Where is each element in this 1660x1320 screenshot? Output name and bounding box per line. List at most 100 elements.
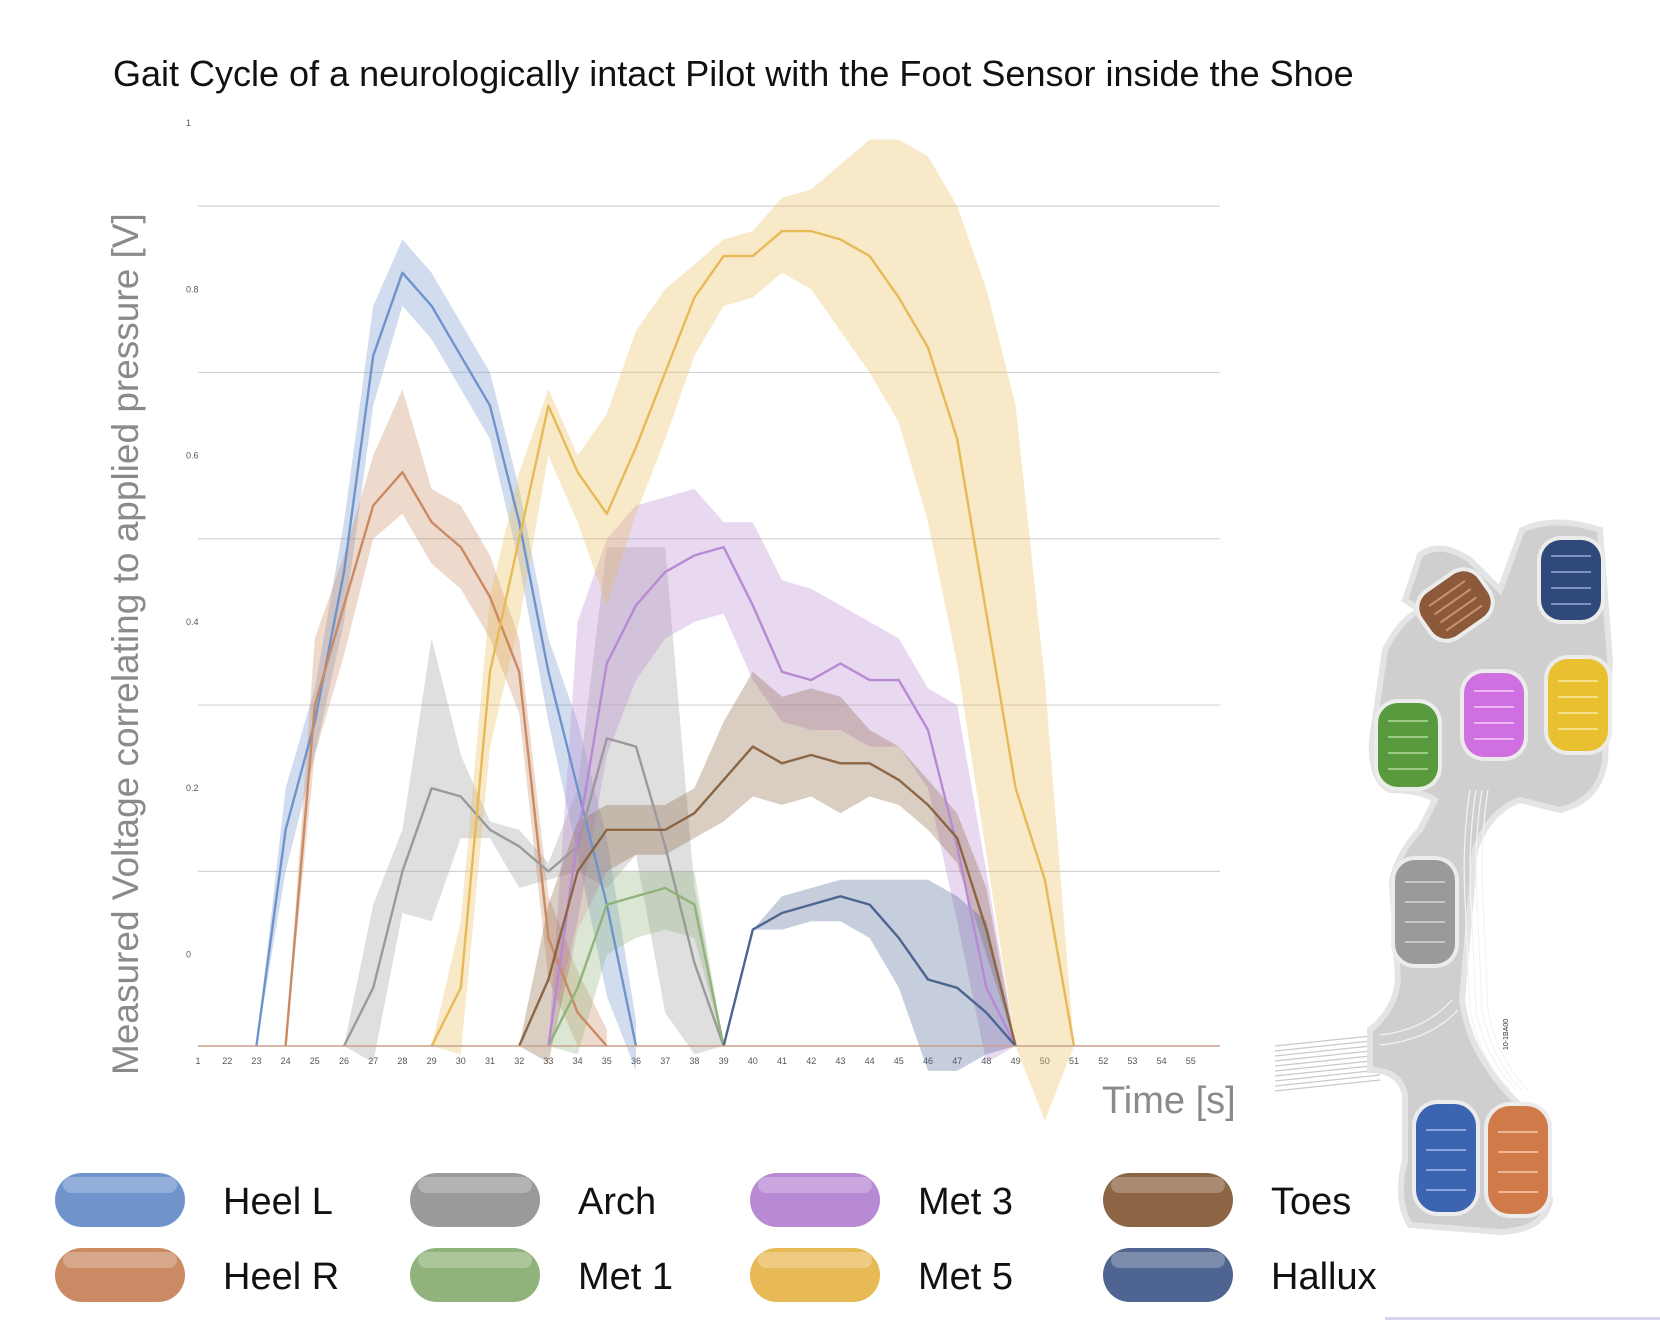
y-tick-label: 0.6 <box>186 451 199 461</box>
x-tick-label: 1 <box>195 1056 200 1066</box>
sensor-pad-met3 <box>1460 669 1528 761</box>
x-tick-label: 47 <box>952 1056 962 1066</box>
legend-swatch <box>55 1173 185 1227</box>
legend-label: Met 1 <box>578 1256 673 1298</box>
y-axis-label: Measured Voltage correlating to applied … <box>105 213 146 1075</box>
x-tick-label: 32 <box>514 1056 524 1066</box>
sensor-pad-toes <box>1415 567 1495 643</box>
x-tick-label: 25 <box>310 1056 320 1066</box>
series-toes <box>518 745 1017 1047</box>
band-met-1 <box>548 871 724 1055</box>
legend-swatch <box>1103 1173 1233 1227</box>
band-heel-l <box>256 239 636 1071</box>
x-tick-label: 24 <box>281 1056 291 1066</box>
x-tick-label: 55 <box>1186 1056 1196 1066</box>
legend-item-heel-l: Heel L <box>55 1173 333 1227</box>
x-tick-label: 45 <box>894 1056 904 1066</box>
y-tick-label: 1 <box>186 118 191 128</box>
y-tick-label: 0.4 <box>186 617 199 627</box>
legend-label: Arch <box>578 1181 656 1223</box>
legend-label: Heel R <box>223 1256 339 1298</box>
legend-item-arch: Arch <box>410 1173 656 1227</box>
insole-cable <box>1274 1034 1381 1092</box>
insole-board-label: 10-1BA00 <box>1503 1019 1510 1050</box>
y-tick-labels: 1 0.8 0.6 0.4 0.2 0 <box>186 118 199 960</box>
series-heel-r <box>284 471 608 1047</box>
series-met-1 <box>547 886 725 1047</box>
series-hallux <box>722 895 1017 1047</box>
x-tick-label: 29 <box>427 1056 437 1066</box>
x-tick-label: 30 <box>456 1056 466 1066</box>
confidence-bands <box>256 139 1075 1121</box>
legend-swatch-highlight <box>758 1252 872 1268</box>
legend-item-heel-r: Heel R <box>55 1248 339 1302</box>
sensor-pad-heel-l <box>1412 1100 1480 1216</box>
legend-item-hallux: Hallux <box>1103 1248 1377 1302</box>
band-arch <box>344 547 724 1063</box>
insole-traces <box>1379 789 1529 1091</box>
y-tick-label: 0 <box>186 950 191 960</box>
x-tick-label: 38 <box>689 1056 699 1066</box>
y-tick-label: 0.2 <box>186 783 199 793</box>
legend: Heel L Heel R Arch Met 1 Met 3 Met 5 Toes Hallu… <box>55 1173 1377 1302</box>
x-tick-labels: 1 22 23 24 25 26 27 28 29 30 31 32 33 34 35 36 37 38 39 40 4… <box>195 1056 1195 1066</box>
x-tick-label: 50 <box>1040 1056 1050 1066</box>
band-met-3 <box>548 488 1016 1063</box>
legend-swatch-highlight <box>63 1177 177 1193</box>
band-heel-r <box>285 389 607 1047</box>
legend-swatch <box>1103 1248 1233 1302</box>
x-tick-label: 46 <box>923 1056 933 1066</box>
band-met-5 <box>431 139 1075 1121</box>
chart-title: Gait Cycle of a neurologically intact Pi… <box>113 53 1354 94</box>
legend-item-met-5: Met 5 <box>750 1248 1013 1302</box>
bottom-right-divider <box>1385 1317 1660 1320</box>
x-tick-label: 43 <box>835 1056 845 1066</box>
x-tick-label: 52 <box>1098 1056 1108 1066</box>
legend-swatch-highlight <box>418 1252 532 1268</box>
grid-lines <box>198 205 1220 872</box>
x-tick-label: 53 <box>1127 1056 1137 1066</box>
x-tick-label: 37 <box>660 1056 670 1066</box>
x-tick-label: 27 <box>368 1056 378 1066</box>
legend-label: Hallux <box>1271 1256 1377 1298</box>
legend-swatch-highlight <box>418 1177 532 1193</box>
x-axis-label: Time [s] <box>1102 1080 1236 1122</box>
x-tick-label: 33 <box>543 1056 553 1066</box>
x-tick-label: 48 <box>981 1056 991 1066</box>
x-tick-label: 49 <box>1011 1056 1021 1066</box>
legend-swatch <box>750 1248 880 1302</box>
legend-item-met-1: Met 1 <box>410 1248 673 1302</box>
series-lines <box>198 229 1220 1047</box>
legend-label: Toes <box>1271 1181 1351 1223</box>
legend-swatch-highlight <box>1111 1177 1225 1193</box>
legend-swatch-highlight <box>758 1177 872 1193</box>
x-tick-label: 36 <box>631 1056 641 1066</box>
x-tick-label: 23 <box>251 1056 261 1066</box>
x-tick-label: 51 <box>1069 1056 1079 1066</box>
legend-swatch-highlight <box>63 1252 177 1268</box>
sensor-pad-heel-r <box>1484 1102 1552 1218</box>
x-tick-label: 34 <box>573 1056 583 1066</box>
series-met-5 <box>430 229 1076 1047</box>
legend-item-toes: Toes <box>1103 1173 1351 1227</box>
legend-swatch <box>55 1248 185 1302</box>
x-tick-label: 54 <box>1157 1056 1167 1066</box>
x-tick-label: 28 <box>397 1056 407 1066</box>
sensor-pad-hallux <box>1537 536 1605 624</box>
legend-swatch <box>410 1173 540 1227</box>
sensor-pad-met1 <box>1374 699 1442 791</box>
series-heel-l <box>255 271 638 1047</box>
x-tick-label: 26 <box>339 1056 349 1066</box>
band-toes <box>519 671 1016 1063</box>
series-met-3 <box>547 545 1017 1047</box>
y-tick-label: 0.8 <box>186 284 199 294</box>
x-tick-label: 22 <box>222 1056 232 1066</box>
sensor-pad-arch <box>1391 856 1459 968</box>
x-tick-label: 35 <box>602 1056 612 1066</box>
x-tick-label: 44 <box>865 1056 875 1066</box>
legend-label: Met 3 <box>918 1181 1013 1223</box>
legend-swatch <box>750 1173 880 1227</box>
insole-illustration: 10-1BA00 <box>1274 519 1614 1236</box>
legend-label: Heel L <box>223 1181 333 1223</box>
